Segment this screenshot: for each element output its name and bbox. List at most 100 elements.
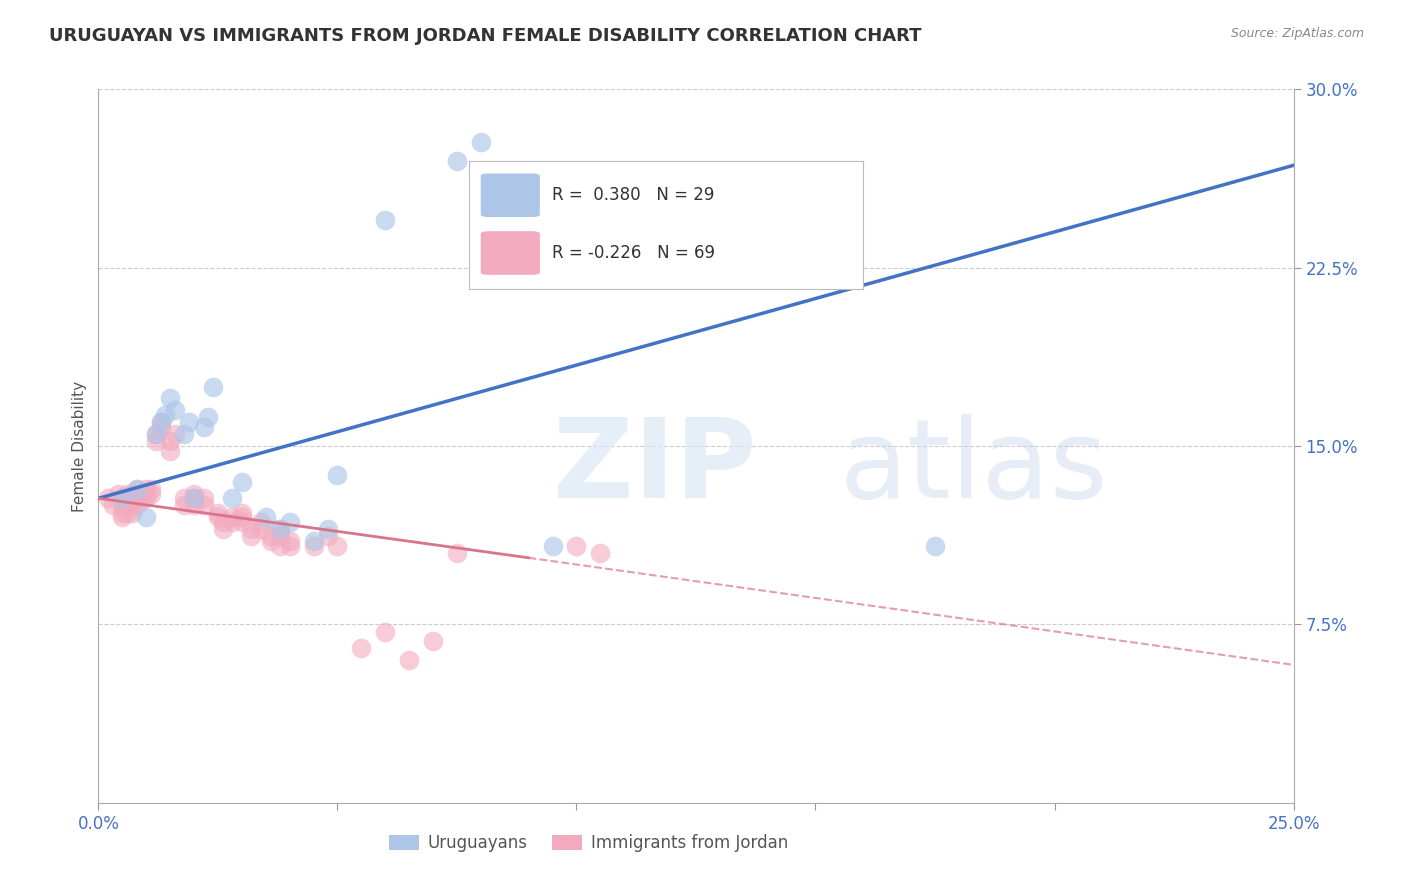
Point xyxy=(470,135,492,149)
Point xyxy=(125,491,148,506)
Point xyxy=(565,539,588,553)
Point xyxy=(422,634,444,648)
Point xyxy=(135,510,157,524)
Point xyxy=(139,482,162,496)
Point xyxy=(193,491,215,506)
Point xyxy=(107,486,129,500)
Point xyxy=(197,410,219,425)
Point xyxy=(149,415,172,429)
Point xyxy=(316,529,339,543)
Point xyxy=(135,486,157,500)
Text: URUGUAYAN VS IMMIGRANTS FROM JORDAN FEMALE DISABILITY CORRELATION CHART: URUGUAYAN VS IMMIGRANTS FROM JORDAN FEMA… xyxy=(49,27,922,45)
Point xyxy=(446,546,468,560)
Point xyxy=(183,491,205,506)
Point xyxy=(173,427,195,442)
Point xyxy=(135,491,157,506)
Point xyxy=(159,434,181,449)
Point xyxy=(159,443,181,458)
Point xyxy=(316,522,339,536)
Point xyxy=(374,624,396,639)
Point xyxy=(183,499,205,513)
Point xyxy=(139,486,162,500)
Point xyxy=(111,510,134,524)
Point xyxy=(121,506,143,520)
Point xyxy=(589,546,612,560)
Point xyxy=(231,475,253,489)
Point xyxy=(111,506,134,520)
Point xyxy=(302,534,325,549)
Point xyxy=(269,539,291,553)
Point xyxy=(145,427,167,442)
Point xyxy=(121,486,143,500)
Point xyxy=(278,515,301,529)
Point xyxy=(221,491,243,506)
Point xyxy=(374,213,396,227)
Point xyxy=(149,420,172,434)
Point xyxy=(159,392,181,406)
Point xyxy=(221,515,243,529)
Point xyxy=(149,415,172,429)
Point xyxy=(207,506,229,520)
Point xyxy=(173,499,195,513)
Point xyxy=(183,491,205,506)
Point xyxy=(145,427,167,442)
Point xyxy=(240,522,263,536)
Point xyxy=(250,515,273,529)
Point xyxy=(221,510,243,524)
Point xyxy=(804,260,827,275)
Point xyxy=(259,534,281,549)
Point xyxy=(193,420,215,434)
Point xyxy=(661,182,683,196)
Point xyxy=(269,522,291,536)
Point xyxy=(250,522,273,536)
Point xyxy=(211,515,233,529)
Point xyxy=(125,482,148,496)
Point xyxy=(193,499,215,513)
Point xyxy=(121,491,143,506)
Text: atlas: atlas xyxy=(839,414,1108,521)
Point xyxy=(259,529,281,543)
Point xyxy=(446,153,468,168)
Point xyxy=(115,499,138,513)
Point xyxy=(231,506,253,520)
Point xyxy=(97,491,120,506)
Point xyxy=(111,499,134,513)
Text: ZIP: ZIP xyxy=(553,414,756,521)
Point xyxy=(278,539,301,553)
Point xyxy=(163,403,186,417)
Point xyxy=(111,491,134,506)
Point xyxy=(101,499,124,513)
Point xyxy=(125,499,148,513)
Point xyxy=(211,522,233,536)
Point xyxy=(240,529,263,543)
Text: Source: ZipAtlas.com: Source: ZipAtlas.com xyxy=(1230,27,1364,40)
Point xyxy=(155,408,177,422)
Point xyxy=(135,482,157,496)
Point xyxy=(179,415,201,429)
Point xyxy=(115,506,138,520)
Point xyxy=(231,515,253,529)
Point xyxy=(269,522,291,536)
Point xyxy=(111,491,134,506)
Point xyxy=(202,379,225,393)
Point xyxy=(326,539,349,553)
Point xyxy=(326,467,349,482)
Legend: Uruguayans, Immigrants from Jordan: Uruguayans, Immigrants from Jordan xyxy=(382,828,794,859)
Point xyxy=(115,486,138,500)
Point xyxy=(115,491,138,506)
Point xyxy=(231,510,253,524)
Point xyxy=(145,434,167,449)
Point xyxy=(254,510,277,524)
Point xyxy=(183,486,205,500)
Point xyxy=(541,539,564,553)
Point xyxy=(125,482,148,496)
Point xyxy=(131,491,153,506)
Point xyxy=(163,427,186,442)
Point xyxy=(924,539,946,553)
Y-axis label: Female Disability: Female Disability xyxy=(72,380,87,512)
Point xyxy=(207,510,229,524)
Point xyxy=(350,641,373,656)
Point xyxy=(269,529,291,543)
Point xyxy=(121,499,143,513)
Point xyxy=(398,653,420,667)
